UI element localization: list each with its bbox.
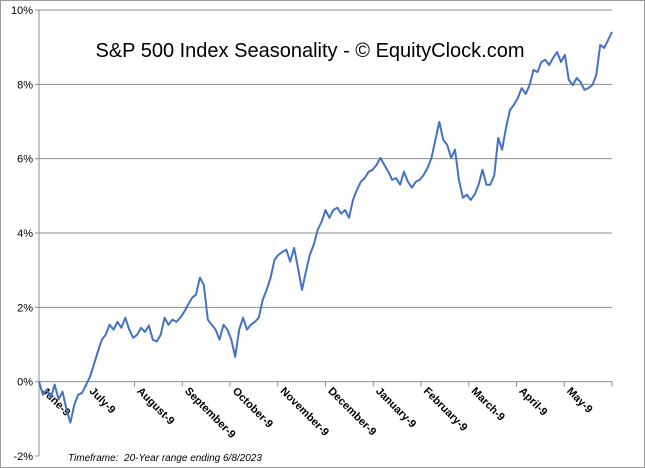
y-tick-label: 6% xyxy=(17,154,33,166)
y-tick-label: 10% xyxy=(11,5,33,17)
y-tick-label: 0% xyxy=(17,377,33,389)
y-tick-label: 4% xyxy=(17,228,33,240)
x-tick-label: May-9 xyxy=(564,385,595,416)
x-tick-label: February-9 xyxy=(421,385,470,434)
timeframe-footnote: Timeframe: 20-Year range ending 6/8/2023 xyxy=(68,453,262,464)
x-tick-label: January-9 xyxy=(373,385,418,430)
y-tick-label: -2% xyxy=(13,451,33,463)
x-tick-label: October-9 xyxy=(230,385,275,430)
x-tick-label: July-9 xyxy=(87,385,118,416)
x-tick-label: November-9 xyxy=(278,385,331,438)
y-tick-label: 8% xyxy=(17,79,33,91)
x-tick-label: August-9 xyxy=(134,385,176,427)
chart-title: S&P 500 Index Seasonality - © EquityCloc… xyxy=(95,40,524,62)
series-line xyxy=(38,31,613,424)
x-tick-label: March-9 xyxy=(469,385,507,423)
x-tick-label: September-9 xyxy=(182,385,238,441)
y-tick-label: 2% xyxy=(17,302,33,314)
x-tick-label: December-9 xyxy=(325,385,378,438)
x-tick-label: April-9 xyxy=(516,385,549,418)
